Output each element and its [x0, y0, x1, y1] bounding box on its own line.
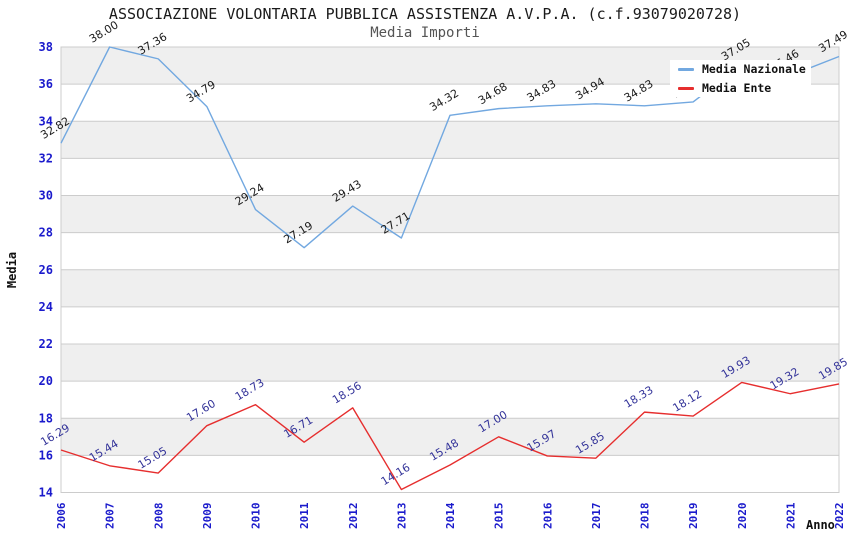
x-tick-label: 2015: [493, 503, 506, 530]
y-tick-label: 14: [39, 486, 53, 500]
media-nazionale-line-swatch-icon: [678, 67, 694, 71]
x-tick-label: 2017: [590, 503, 603, 530]
x-tick-label: 2021: [784, 502, 797, 529]
y-tick-label: 22: [39, 337, 53, 351]
x-tick-label: 2007: [104, 503, 117, 530]
x-tick-label: 2009: [201, 503, 214, 530]
point-value-label: 38.00: [87, 18, 121, 45]
plot-band: [61, 418, 839, 456]
y-tick-label: 34: [39, 114, 53, 128]
point-value-label: 34.32: [427, 87, 461, 114]
x-tick-label: 2014: [444, 502, 457, 529]
x-tick-label: 2018: [639, 503, 652, 530]
y-axis-title: Media: [5, 252, 19, 288]
y-tick-label: 20: [39, 374, 53, 388]
plot-border: [60, 46, 840, 493]
plot-band: [61, 195, 839, 233]
legend-item-media-ente: Media Ente: [678, 81, 811, 95]
x-tick-label: 2011: [298, 502, 311, 529]
y-tick-label: 18: [39, 411, 53, 425]
point-value-label: 18.56: [330, 379, 364, 406]
y-tick-label: 24: [39, 300, 53, 314]
y-tick-label: 16: [39, 448, 53, 462]
x-axis-title: Anno: [806, 518, 835, 532]
chart-title: ASSOCIAZIONE VOLONTARIA PUBBLICA ASSISTE…: [108, 5, 742, 23]
x-tick-label: 2019: [687, 503, 700, 530]
plot-band: [61, 269, 839, 307]
point-value-label: 18.33: [622, 383, 656, 410]
legend-label-media-ente: Media Ente: [702, 81, 772, 95]
point-value-label: 14.16: [379, 461, 413, 488]
media-ente-line-swatch-icon: [678, 86, 694, 90]
x-tick-label: 2006: [55, 502, 68, 529]
plot-band: [61, 344, 839, 382]
point-value-label: 18.12: [670, 387, 704, 414]
y-tick-label: 28: [39, 226, 53, 240]
x-tick-label: 2022: [833, 503, 846, 530]
y-tick-label: 36: [39, 77, 53, 91]
y-tick-label: 32: [39, 151, 53, 165]
y-tick-label: 38: [39, 40, 53, 54]
y-tick-label: 30: [39, 189, 53, 203]
x-tick-label: 2020: [736, 503, 749, 530]
plot-band: [61, 121, 839, 159]
legend-label-media-nazionale: Media Nazionale: [702, 62, 806, 76]
x-tick-label: 2010: [250, 503, 263, 530]
legend: Media Nazionale Media Ente: [670, 60, 811, 97]
x-tick-label: 2008: [152, 503, 165, 530]
series-line-media-ente: [60, 381, 840, 491]
x-tick-label: 2013: [395, 503, 408, 530]
x-tick-label: 2016: [541, 502, 554, 529]
chart-subtitle: Media Importi: [370, 25, 480, 41]
y-tick-label: 26: [39, 263, 53, 277]
legend-item-media-nazionale: Media Nazionale: [678, 62, 811, 76]
x-tick-label: 2012: [347, 503, 360, 530]
